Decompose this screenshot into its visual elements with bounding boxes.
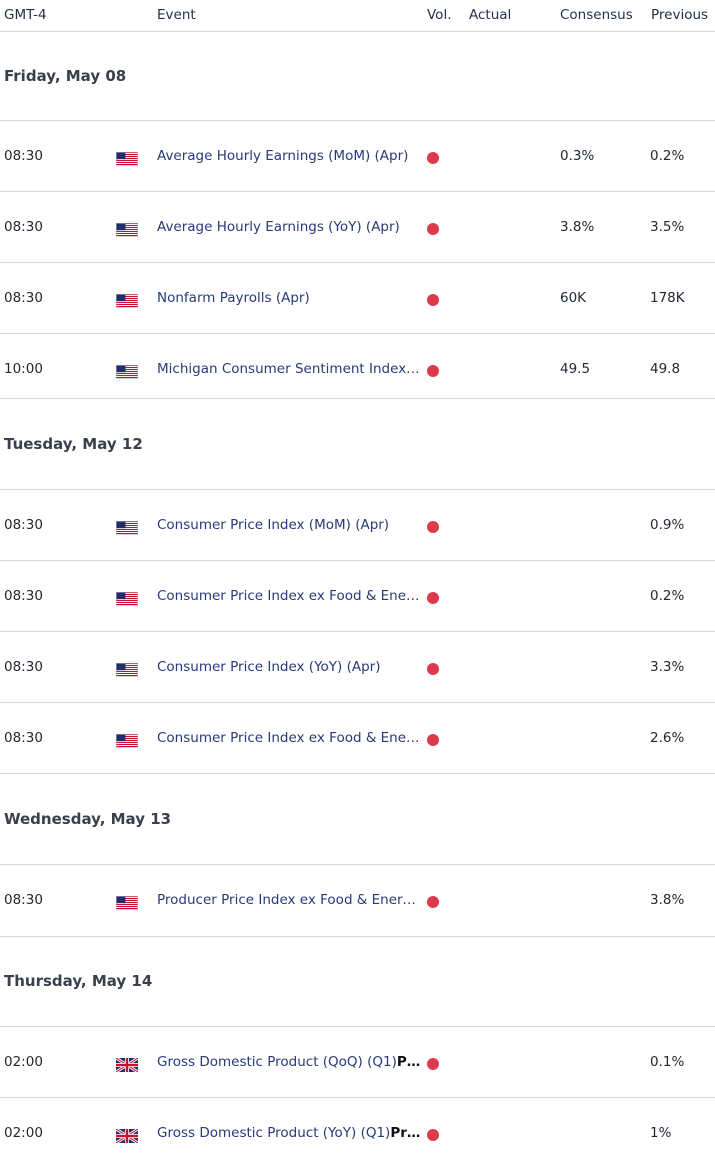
volatility-header: Vol. — [427, 7, 452, 23]
event-name: Gross Domestic Product (YoY) (Q1) — [157, 1125, 391, 1141]
event-name-link[interactable]: Michigan Consumer Sentiment Index… — [157, 361, 422, 377]
uk-flag-icon — [115, 1127, 139, 1145]
day-label: Thursday, May 14 — [4, 972, 153, 990]
timezone-header: GMT-4 — [4, 7, 47, 23]
high-volatility-dot-icon — [427, 592, 439, 604]
event-row[interactable]: 08:30 Consumer Price Index (MoM) (Apr) 0.9… — [0, 490, 715, 561]
event-row[interactable]: 08:30 Nonfarm Payrolls (Apr) 60K 178K — [0, 263, 715, 334]
us-flag-icon — [116, 895, 138, 910]
consensus-value: 60K — [560, 290, 587, 306]
event-name: Consumer Price Index ex Food & Ener… — [157, 588, 422, 604]
previous-value: 3.3% — [650, 659, 685, 675]
previous-value: 178K — [650, 290, 685, 306]
us-flag-icon — [116, 222, 138, 237]
event-name-link[interactable]: Gross Domestic Product (QoQ) (Q1)P… — [157, 1054, 422, 1070]
event-row[interactable]: 08:30 Producer Price Index ex Food & Ener… — [0, 865, 715, 937]
actual-header: Actual — [469, 7, 512, 23]
previous-value: 0.2% — [650, 148, 685, 164]
event-name-link[interactable]: Consumer Price Index (MoM) (Apr) — [157, 517, 422, 533]
us-flag-icon — [116, 520, 138, 535]
consensus-value: 49.5 — [560, 361, 591, 377]
event-time: 08:30 — [4, 219, 43, 235]
consensus-header: Consensus — [560, 7, 633, 23]
event-name-link[interactable]: Nonfarm Payrolls (Apr) — [157, 290, 422, 306]
day-section-header: Wednesday, May 13 — [0, 774, 715, 865]
high-volatility-dot-icon — [427, 223, 439, 235]
uk-flag-icon — [115, 1056, 139, 1074]
us-flag-icon — [116, 662, 138, 677]
high-volatility-dot-icon — [427, 521, 439, 533]
event-name: Consumer Price Index (MoM) (Apr) — [157, 517, 390, 533]
event-name: Nonfarm Payrolls (Apr) — [157, 290, 310, 306]
day-label: Friday, May 08 — [4, 67, 127, 85]
event-row[interactable]: 02:00 Gross Domestic Product (QoQ) (Q1)P…… — [0, 1027, 715, 1098]
previous-value: 2.6% — [650, 730, 685, 746]
event-name-link[interactable]: Average Hourly Earnings (MoM) (Apr) — [157, 148, 422, 164]
event-name: Consumer Price Index (YoY) (Apr) — [157, 659, 381, 675]
event-time: 08:30 — [4, 148, 43, 164]
high-volatility-dot-icon — [427, 294, 439, 306]
day-label: Tuesday, May 12 — [4, 435, 143, 453]
event-time: 08:30 — [4, 517, 43, 533]
previous-value: 0.1% — [650, 1054, 685, 1070]
event-name: Producer Price Index ex Food & Energ… — [157, 892, 422, 908]
event-time: 08:30 — [4, 730, 43, 746]
event-name-suffix: P… — [396, 1054, 421, 1070]
event-row[interactable]: 02:00 Gross Domestic Product (YoY) (Q1)Pr… — [0, 1098, 715, 1153]
previous-value: 0.2% — [650, 588, 685, 604]
event-row[interactable]: 08:30 Consumer Price Index ex Food & Ener… — [0, 703, 715, 774]
event-row[interactable]: 08:30 Consumer Price Index (YoY) (Apr) 3.3… — [0, 632, 715, 703]
event-name-link[interactable]: Consumer Price Index ex Food & Ener… — [157, 730, 422, 746]
event-name-link[interactable]: Average Hourly Earnings (YoY) (Apr) — [157, 219, 422, 235]
event-header: Event — [157, 7, 196, 23]
event-name: Consumer Price Index ex Food & Ener… — [157, 730, 422, 746]
previous-value: 3.5% — [650, 219, 685, 235]
us-flag-icon — [116, 293, 138, 308]
event-name-link[interactable]: Gross Domestic Product (YoY) (Q1)Pr… — [157, 1125, 422, 1141]
table-header: GMT-4 Event Vol. Actual Consensus Previo… — [0, 0, 715, 32]
high-volatility-dot-icon — [427, 152, 439, 164]
previous-value: 3.8% — [650, 892, 685, 908]
event-name: Average Hourly Earnings (YoY) (Apr) — [157, 219, 400, 235]
previous-value: 0.9% — [650, 517, 685, 533]
event-time: 10:00 — [4, 361, 43, 377]
event-time: 08:30 — [4, 659, 43, 675]
previous-header: Previous — [651, 7, 709, 23]
high-volatility-dot-icon — [427, 734, 439, 746]
event-time: 08:30 — [4, 290, 43, 306]
event-row[interactable]: 08:30 Consumer Price Index ex Food & Ener… — [0, 561, 715, 632]
event-time: 02:00 — [4, 1054, 43, 1070]
day-label: Wednesday, May 13 — [4, 810, 172, 828]
us-flag-icon — [116, 733, 138, 748]
event-time: 02:00 — [4, 1125, 43, 1141]
event-name-suffix: Pr… — [390, 1125, 421, 1141]
event-time: 08:30 — [4, 892, 43, 908]
event-name: Michigan Consumer Sentiment Index… — [157, 361, 420, 377]
us-flag-icon — [116, 151, 138, 166]
high-volatility-dot-icon — [427, 365, 439, 377]
event-row[interactable]: 10:00 Michigan Consumer Sentiment Index… 4… — [0, 334, 715, 399]
consensus-value: 0.3% — [560, 148, 595, 164]
event-name-link[interactable]: Consumer Price Index ex Food & Ener… — [157, 588, 422, 604]
consensus-value: 3.8% — [560, 219, 595, 235]
event-name-link[interactable]: Producer Price Index ex Food & Energ… — [157, 892, 422, 908]
high-volatility-dot-icon — [427, 1058, 439, 1070]
previous-value: 49.8 — [650, 361, 681, 377]
day-section-header: Tuesday, May 12 — [0, 399, 715, 490]
event-row[interactable]: 08:30 Average Hourly Earnings (YoY) (Apr)… — [0, 192, 715, 263]
us-flag-icon — [116, 591, 138, 606]
event-time: 08:30 — [4, 588, 43, 604]
day-section-header: Friday, May 08 — [0, 31, 715, 121]
high-volatility-dot-icon — [427, 1129, 439, 1141]
high-volatility-dot-icon — [427, 896, 439, 908]
event-name: Gross Domestic Product (QoQ) (Q1) — [157, 1054, 397, 1070]
event-name-link[interactable]: Consumer Price Index (YoY) (Apr) — [157, 659, 422, 675]
event-name: Average Hourly Earnings (MoM) (Apr) — [157, 148, 409, 164]
previous-value: 1% — [650, 1125, 672, 1141]
event-row[interactable]: 08:30 Average Hourly Earnings (MoM) (Apr)… — [0, 121, 715, 192]
us-flag-icon — [116, 364, 138, 379]
high-volatility-dot-icon — [427, 663, 439, 675]
day-section-header: Thursday, May 14 — [0, 937, 715, 1027]
